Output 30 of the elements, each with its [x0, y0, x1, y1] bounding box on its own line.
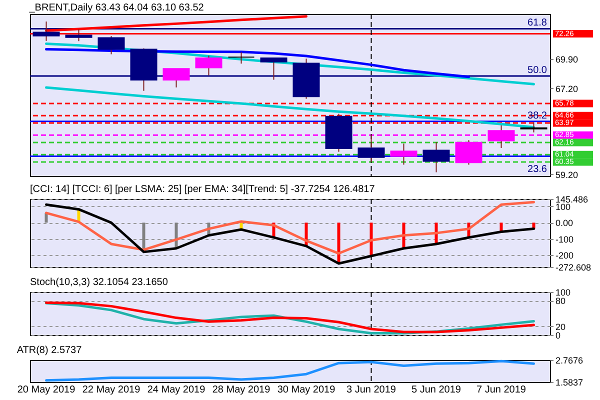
y-tick-label: 59.20 [556, 170, 578, 180]
x-tick-label: 28 May 2019 [212, 384, 271, 396]
annotation: 61.8 [528, 18, 548, 29]
y-tick-label: 2.7676 [556, 356, 584, 366]
x-tick-label: 20 May 2019 [17, 384, 76, 396]
y-tick-label: 67.20 [556, 84, 578, 94]
y-tick-label: 20 [556, 322, 566, 332]
y-tick-label: 145.486 [556, 194, 588, 204]
y-tick-label: 80 [556, 296, 566, 306]
x-tick-label: 5 Jun 2019 [412, 384, 462, 396]
y-tick-label: -100 [556, 234, 574, 244]
x-tick-label: 3 Jun 2019 [346, 384, 396, 396]
x-tick-label: 24 May 2019 [147, 384, 206, 396]
x-tick-label: 22 May 2019 [82, 384, 141, 396]
y-tick-label: 100 [556, 288, 571, 298]
y-tick-label: -272.608 [556, 262, 592, 272]
y-tick-label: 0.00 [556, 218, 574, 228]
x-tick-label: 7 Jun 2019 [476, 384, 526, 396]
chart-title: ATR(8) 2.5737 [16, 345, 82, 356]
y-tick-label: -200 [556, 250, 574, 261]
y-tick-label: 1.5837 [556, 378, 584, 388]
y-tick-label: 0 [556, 330, 561, 340]
y-tick-label: 100 [556, 202, 571, 212]
annotation: 50.0 [528, 65, 548, 76]
annotation: 23.6 [528, 164, 548, 175]
chart-title: [CCI: 14] [TCCI: 6] [per LSMA: 25] [per EMA: 34][Trend: 5] -37.7254 126.4817 [30, 184, 376, 195]
y-tick-label: 69.90 [556, 54, 578, 65]
chart-title: Stoch(10,3,3) 32.1054 23.1650 [30, 277, 168, 288]
x-tick-label: 30 May 2019 [277, 384, 336, 396]
chart-title: _BRENT,Daily 63.43 64.04 63.10 63.52 [28, 2, 204, 14]
